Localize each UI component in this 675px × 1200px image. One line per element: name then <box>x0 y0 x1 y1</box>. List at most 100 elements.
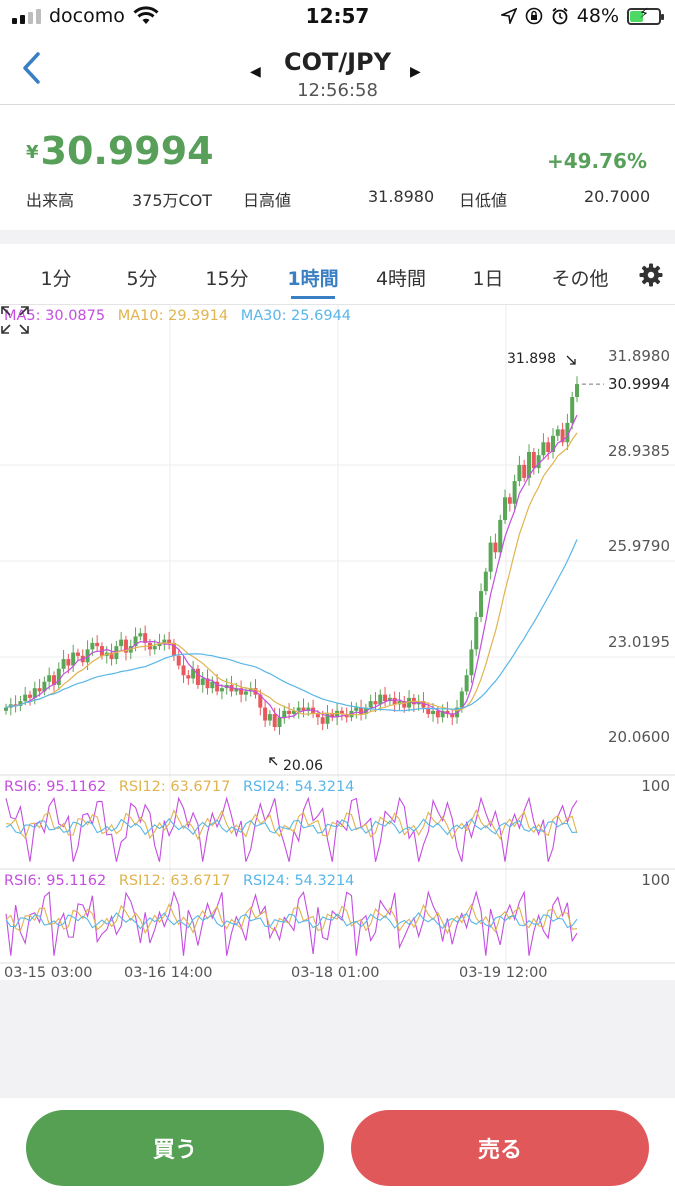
candle-body <box>186 675 191 679</box>
x-axis-label: 03-16 14:00 <box>124 965 213 980</box>
low-label: 日低値 <box>459 191 508 210</box>
candle-body <box>162 639 167 643</box>
y-axis-label: 25.9790 <box>608 537 670 555</box>
price-change: +49.76% <box>546 149 647 173</box>
fullscreen-expand-icon[interactable] <box>0 305 30 335</box>
rsi-max-label: 100 <box>641 777 670 795</box>
current-price-label: 30.9994 <box>608 375 670 393</box>
candle-body <box>397 701 402 705</box>
candle-body <box>167 639 172 643</box>
candle-body <box>517 464 522 482</box>
candle-body <box>402 701 407 708</box>
rsi-line <box>5 796 578 862</box>
rsi-legend-2: RSI6: 95.1162 RSI12: 63.6717 RSI24: 54.3… <box>4 873 362 889</box>
candle-body <box>18 701 23 706</box>
candle-body <box>512 481 517 504</box>
prev-pair-arrow-icon[interactable]: ◀ <box>250 64 261 80</box>
signal-icon <box>12 8 41 24</box>
x-axis-label: 03-19 12:00 <box>459 965 548 980</box>
candle-body <box>507 497 512 504</box>
candle-body <box>469 649 474 676</box>
next-pair-arrow-icon[interactable]: ▶ <box>410 64 421 80</box>
candle-body <box>277 717 282 727</box>
volume-label: 出来高 <box>26 191 75 210</box>
candle-body <box>479 591 484 617</box>
candle-body <box>435 710 440 718</box>
candle-body <box>503 497 508 520</box>
tab-1h[interactable]: 1時間 <box>287 268 339 290</box>
candle-body <box>176 655 181 666</box>
candle-body <box>311 707 316 715</box>
candle-body <box>143 633 148 643</box>
rsi12-label: RSI12: 63.6717 <box>118 873 231 889</box>
candle-body <box>565 422 570 443</box>
candle-body <box>407 697 412 708</box>
active-tab-indicator <box>291 296 335 299</box>
high-value: 31.8980 <box>368 187 435 206</box>
candle-body <box>71 652 76 666</box>
volume-value: 375万COT <box>132 191 213 210</box>
candle-body <box>210 681 215 689</box>
candle-body <box>95 642 100 647</box>
candle-body <box>239 688 244 695</box>
candle-body <box>258 694 263 708</box>
candle-body <box>152 646 157 650</box>
tab-more[interactable]: その他 <box>551 268 609 290</box>
current-price: ¥30.9994 <box>26 129 214 173</box>
candle-body <box>570 396 575 423</box>
candle-body <box>119 639 124 647</box>
price-chart[interactable]: 31.8980 28.9385 25.9790 23.0195 20.0600 30.99… <box>0 305 675 980</box>
candle-body <box>551 435 556 452</box>
candle-body <box>445 710 450 715</box>
candle-body <box>560 429 565 443</box>
candle-body <box>320 717 325 724</box>
candle-body <box>421 701 426 708</box>
candle-body <box>527 451 532 478</box>
candle-body <box>133 636 138 647</box>
candle-body <box>191 668 196 679</box>
candle-body <box>171 642 176 656</box>
price-value: 30.9994 <box>40 129 214 173</box>
tab-1d[interactable]: 1日 <box>472 268 504 290</box>
candle-body <box>330 714 335 718</box>
price-summary: ¥30.9994 +49.76% 出来高 375万COT 日高値 31.8980… <box>0 105 675 230</box>
tab-15m[interactable]: 15分 <box>205 268 249 290</box>
charging-bolt-icon: ⚡ <box>639 5 649 22</box>
ma10-line <box>5 432 578 716</box>
battery-percent: 48% <box>576 5 619 27</box>
candle-body <box>536 455 541 469</box>
rsi12-label: RSI12: 63.6717 <box>118 779 231 795</box>
candle-body <box>56 668 61 685</box>
candle-body <box>51 675 56 685</box>
candle-body <box>359 707 364 715</box>
quote-time: 12:56:58 <box>297 80 378 101</box>
candle-body <box>378 694 383 705</box>
sell-button[interactable]: 売る <box>351 1110 649 1186</box>
back-chevron-icon[interactable] <box>16 48 50 88</box>
ma30-label: MA30: 25.6944 <box>240 308 352 324</box>
candle-body <box>335 710 340 718</box>
tab-1m[interactable]: 1分 <box>40 268 72 290</box>
pair-title[interactable]: COT/JPY <box>283 48 392 76</box>
rsi-line <box>5 902 578 935</box>
candle-body <box>522 464 527 478</box>
ma5-line <box>5 414 578 719</box>
battery-icon: ⚡ <box>627 5 664 25</box>
candle-body <box>75 652 80 656</box>
status-left: docomo <box>12 5 159 27</box>
tab-4h[interactable]: 4時間 <box>375 268 427 290</box>
candle-body <box>90 642 95 650</box>
candle-body <box>27 694 32 698</box>
candle-body <box>248 688 253 692</box>
gear-icon[interactable] <box>639 263 663 287</box>
candle-body <box>109 652 114 660</box>
rsi6-label: RSI6: 95.1162 <box>4 779 107 795</box>
candle-body <box>344 714 349 718</box>
candle-body <box>42 681 47 692</box>
candlestick-chart-svg[interactable]: 31.8980 28.9385 25.9790 23.0195 20.0600 30.99… <box>0 305 675 980</box>
buy-button[interactable]: 買う <box>26 1110 324 1186</box>
ma-legend: MA5: 30.0875 MA10: 29.3914 MA30: 25.6944 <box>4 308 359 324</box>
status-right: 48% ⚡ <box>500 5 664 27</box>
candle-body <box>555 429 560 436</box>
tab-5m[interactable]: 5分 <box>126 268 158 290</box>
